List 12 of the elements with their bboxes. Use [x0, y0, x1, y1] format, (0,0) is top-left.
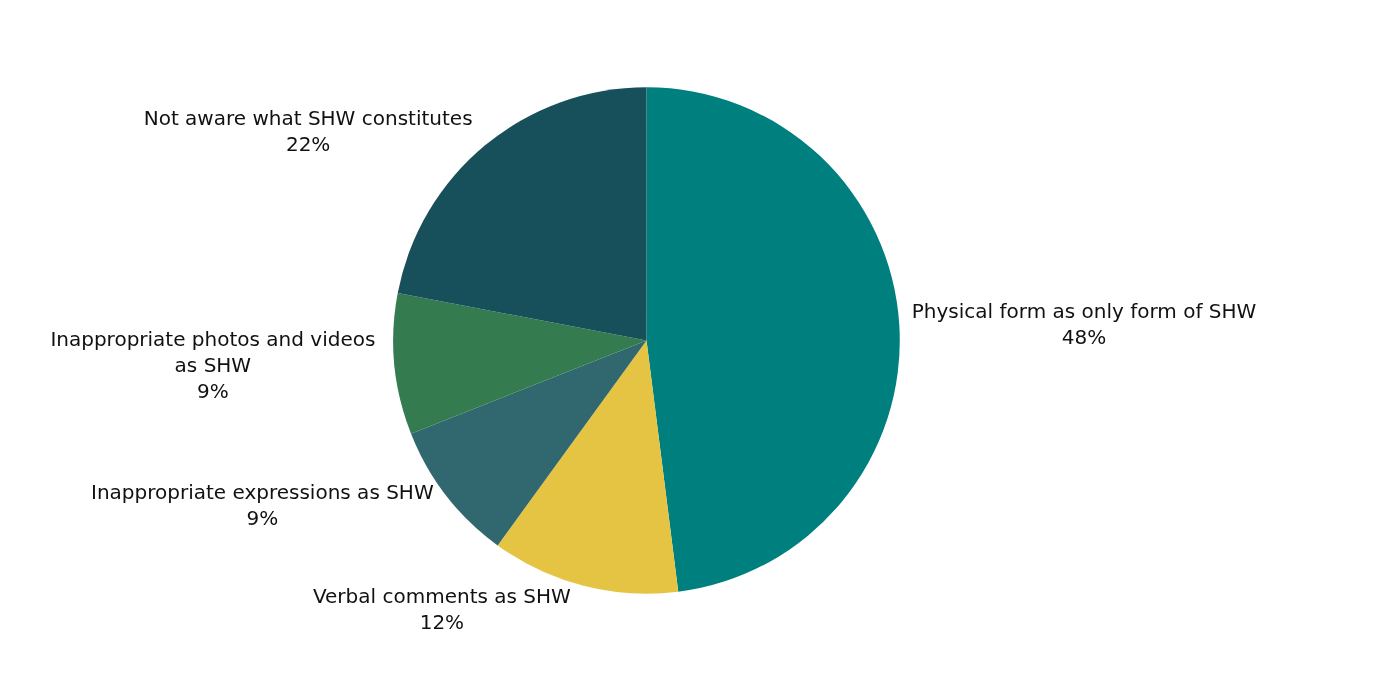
- data-label: 9%: [246, 506, 279, 531]
- data-label: 22%: [285, 131, 331, 156]
- slice-label: Physical form as only form of SHW: [911, 299, 1257, 324]
- slice-label: Inappropriate expressions as SHW: [90, 480, 434, 505]
- slice-label: Not aware what SHW constitutes: [143, 105, 473, 130]
- pie-slice: [393, 293, 647, 434]
- data-label: 9%: [197, 378, 229, 403]
- slice-label: Inappropriate photos and videos as SHW: [50, 326, 376, 377]
- pie-slice: [646, 87, 900, 592]
- slice-label: Verbal comments as SHW: [312, 584, 572, 609]
- data-label: 48%: [1061, 325, 1107, 350]
- data-label: 12%: [419, 610, 465, 635]
